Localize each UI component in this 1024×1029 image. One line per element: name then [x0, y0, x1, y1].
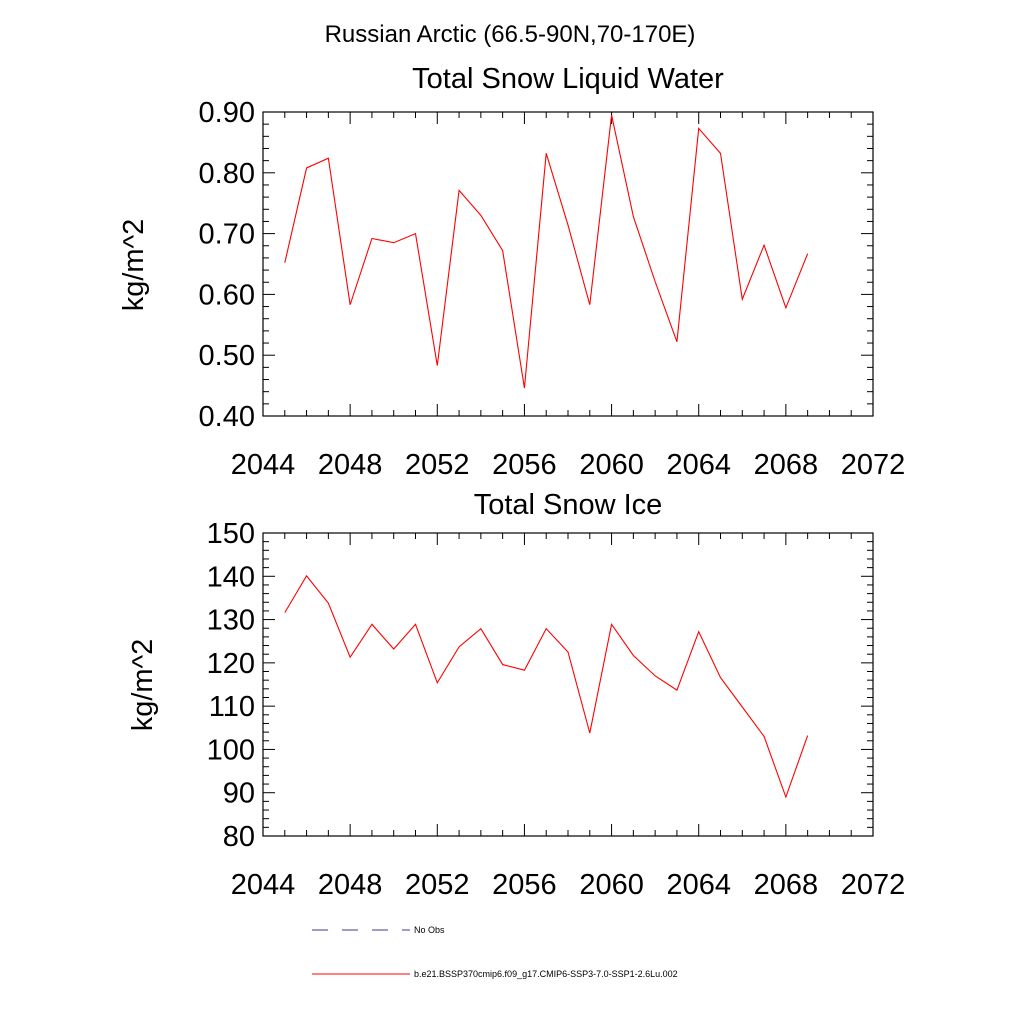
- y-tick-label: 150: [207, 518, 255, 550]
- x-tick-label: 2056: [492, 449, 557, 481]
- y-tick-label: 110: [209, 691, 255, 723]
- x-tick-label: 2048: [318, 869, 383, 901]
- y-tick-label: 80: [223, 821, 255, 853]
- figure-title: Russian Arctic (66.5-90N,70-170E): [325, 21, 696, 48]
- x-tick-label: 2060: [579, 449, 644, 481]
- chart-title: Total Snow Liquid Water: [412, 63, 724, 95]
- legend-item-series: b.e21.BSSP370cmip6.f09_g17.CMIP6-SSP3-7.…: [312, 969, 678, 979]
- x-tick-label: 2064: [666, 449, 731, 481]
- chart-snow-liquid-water: Total Snow Liquid Water kg/m^2 2044 2048 2…: [118, 63, 905, 481]
- plot-area: [284, 114, 809, 389]
- axes: 2044 2048 2052 2056 2060 2064 2068 2072 80 90 100 1…: [207, 518, 906, 901]
- legend-label: No Obs: [414, 925, 445, 935]
- legend: No Obs b.e21.BSSP370cmip6.f09_g17.CMIP6-…: [312, 925, 678, 979]
- plot-area: [284, 574, 809, 799]
- x-tick-label: 2052: [405, 449, 470, 481]
- legend-item-no-obs: No Obs: [312, 925, 445, 935]
- y-tick-label: 0.90: [199, 97, 255, 129]
- series-line: [284, 574, 809, 799]
- x-tick-label: 2044: [231, 449, 296, 481]
- x-tick-label: 2064: [666, 869, 731, 901]
- y-tick-label: 120: [207, 648, 255, 680]
- x-tick-label: 2072: [841, 869, 906, 901]
- y-tick-label: 0.80: [199, 158, 255, 190]
- axes: 2044 2048 2052 2056 2060 2064 2068 2072 0.40 0.50…: [199, 97, 906, 481]
- y-axis-label: kg/m^2: [118, 219, 150, 312]
- plot-frame: [262, 111, 874, 417]
- y-axis-label: kg/m^2: [127, 639, 159, 732]
- x-tick-label: 2052: [405, 869, 470, 901]
- y-tick-label: 100: [207, 734, 255, 766]
- y-tick-label: 90: [223, 778, 255, 810]
- chart-title: Total Snow Ice: [474, 489, 663, 521]
- x-tick-label: 2068: [754, 869, 819, 901]
- chart-snow-ice: Total Snow Ice kg/m^2 2044 2048 2052 2056 20…: [127, 489, 905, 901]
- x-tick-label: 2044: [231, 869, 296, 901]
- plot-frame: [262, 532, 874, 837]
- series-line: [284, 114, 809, 389]
- x-tick-label: 2068: [754, 449, 819, 481]
- y-tick-label: 140: [207, 561, 255, 593]
- x-tick-label: 2056: [492, 869, 557, 901]
- legend-label: b.e21.BSSP370cmip6.f09_g17.CMIP6-SSP3-7.…: [414, 969, 678, 979]
- y-tick-label: 0.60: [199, 279, 255, 311]
- x-tick-label: 2072: [841, 449, 906, 481]
- x-tick-label: 2060: [579, 869, 644, 901]
- x-tick-label: 2048: [318, 449, 383, 481]
- y-tick-label: 0.40: [199, 401, 255, 433]
- y-tick-label: 0.50: [199, 340, 255, 372]
- y-tick-label: 130: [207, 605, 255, 637]
- y-tick-label: 0.70: [199, 219, 255, 251]
